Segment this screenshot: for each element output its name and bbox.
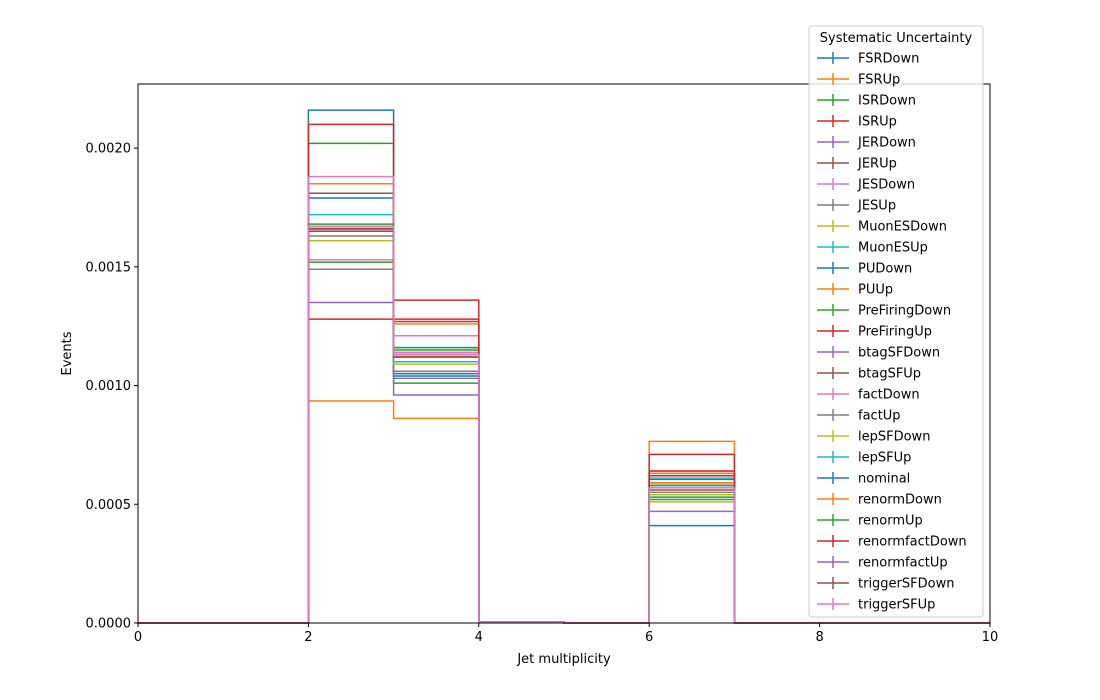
plot-frame — [137, 83, 991, 624]
legend-label: PreFiringUp — [858, 325, 932, 340]
legend-label: renormDown — [858, 493, 942, 508]
x-tick-label: 2 — [304, 630, 312, 645]
legend-item: triggerSFDown — [817, 577, 954, 592]
legend-item: JERUp — [817, 157, 897, 172]
legend-label: MuonESDown — [858, 220, 947, 235]
legend-label: lepSFUp — [858, 451, 911, 466]
legend-label: factDown — [858, 388, 920, 403]
legend-item: MuonESUp — [817, 241, 928, 256]
x-tick-label: 6 — [645, 630, 653, 645]
legend-label: PreFiringDown — [858, 304, 951, 319]
legend-item: JESDown — [817, 178, 915, 193]
legend-item: btagSFDown — [817, 346, 940, 361]
legend-label: PUDown — [858, 262, 912, 277]
legend-item: ISRDown — [817, 94, 916, 109]
legend-label: ISRDown — [858, 94, 916, 109]
x-tick-label: 10 — [982, 630, 999, 645]
legend-label: btagSFUp — [858, 367, 921, 382]
y-tick-label: 0.0005 — [86, 498, 132, 513]
y-tick-label: 0.0010 — [86, 379, 132, 394]
legend-item: renormfactDown — [817, 535, 967, 550]
legend-item: PreFiringUp — [817, 325, 932, 340]
legend-item: lepSFUp — [817, 451, 911, 466]
legend-item: ISRUp — [817, 115, 897, 130]
y-tick-label: 0.0000 — [86, 617, 132, 632]
legend-label: PUUp — [858, 283, 893, 298]
y-tick-label: 0.0020 — [86, 142, 132, 157]
x-tick-label: 4 — [475, 630, 483, 645]
x-tick-label: 8 — [815, 630, 823, 645]
x-axis: 0 2 4 6 8 10 — [134, 623, 998, 645]
legend-label: JESDown — [857, 178, 915, 193]
legend-label: lepSFDown — [858, 430, 930, 445]
legend-label: renormUp — [858, 514, 923, 529]
y-axis-label: Events — [60, 331, 75, 375]
legend-item: renormDown — [817, 493, 942, 508]
legend-label: ISRUp — [858, 115, 897, 130]
legend-label: JERDown — [857, 136, 916, 151]
legend-label: JERUp — [857, 157, 897, 172]
legend-label: triggerSFUp — [858, 598, 935, 613]
legend-item: factDown — [817, 388, 920, 403]
legend-item: JESUp — [817, 199, 896, 214]
x-axis-label: Jet multiplicity — [516, 652, 611, 667]
legend-item: FSRDown — [817, 52, 919, 67]
legend-label: FSRDown — [858, 52, 919, 67]
legend-item: renormfactUp — [817, 556, 948, 571]
legend-item: factUp — [817, 409, 901, 424]
legend-item: renormUp — [817, 514, 923, 529]
x-tick-label: 0 — [134, 630, 142, 645]
legend-label: nominal — [858, 472, 910, 487]
legend-item: lepSFDown — [817, 430, 930, 445]
legend-item: FSRUp — [817, 73, 900, 88]
legend-item: btagSFUp — [817, 367, 921, 382]
legend-title: Systematic Uncertainty — [820, 31, 973, 46]
legend-item: triggerSFUp — [817, 598, 935, 613]
legend-item: PUUp — [817, 283, 893, 298]
legend-item: PUDown — [817, 262, 912, 277]
legend: Systematic Uncertainty FSRDown FSRUp ISRDo… — [808, 25, 984, 618]
legend-items: FSRDown FSRUp ISRDown ISRUp JERDown JERUp JESD… — [817, 52, 967, 613]
legend-item: JERDown — [817, 136, 916, 151]
y-axis: 0.0000 0.0005 0.0010 0.0015 0.0020 — [86, 142, 138, 632]
legend-item: nominal — [817, 472, 910, 487]
legend-item: PreFiringDown — [817, 304, 951, 319]
legend-label: factUp — [858, 409, 901, 424]
legend-label: JESUp — [857, 199, 896, 214]
legend-label: triggerSFDown — [858, 577, 954, 592]
legend-label: btagSFDown — [858, 346, 940, 361]
legend-label: MuonESUp — [858, 241, 928, 256]
legend-label: renormfactUp — [858, 556, 948, 571]
legend-item: MuonESDown — [817, 220, 947, 235]
y-tick-label: 0.0015 — [86, 260, 132, 275]
legend-label: renormfactDown — [858, 535, 967, 550]
legend-box — [808, 25, 984, 618]
legend-label: FSRUp — [858, 73, 900, 88]
